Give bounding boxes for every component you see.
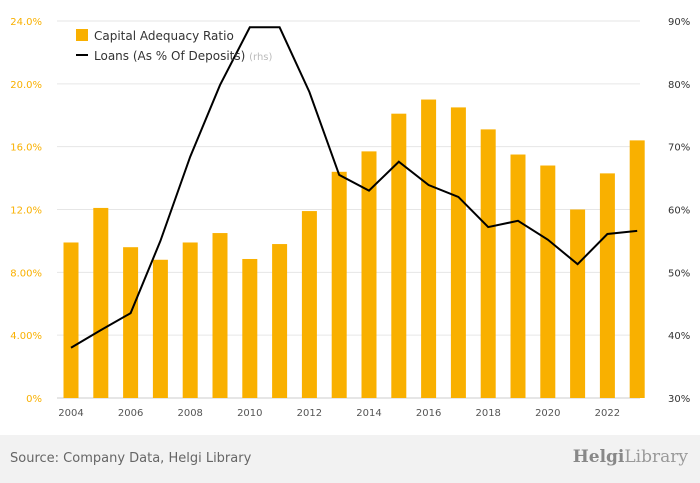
right-tick-label: 60% bbox=[668, 206, 690, 217]
right-tick-label: 50% bbox=[668, 268, 690, 279]
bar-2020[interactable] bbox=[540, 165, 556, 398]
x-tick-label: 2008 bbox=[177, 408, 202, 419]
line-point-2008[interactable] bbox=[188, 155, 192, 159]
bar-2012[interactable] bbox=[301, 211, 317, 398]
bar-2009[interactable] bbox=[212, 233, 228, 398]
x-tick-label: 2016 bbox=[416, 408, 441, 419]
line-point-2012[interactable] bbox=[307, 90, 311, 94]
line-point-2011[interactable] bbox=[278, 25, 282, 29]
right-tick-label: 70% bbox=[668, 143, 690, 154]
loans-line bbox=[70, 26, 638, 349]
x-tick-label: 2004 bbox=[58, 408, 83, 419]
bar-2011[interactable] bbox=[272, 244, 288, 398]
line-point-2017[interactable] bbox=[456, 195, 460, 199]
bar-2008[interactable] bbox=[182, 242, 198, 398]
chart: 0% 4.00% 8.00% 12.0% 16.0% 20.0% 24.0% 30% 40% 50… bbox=[10, 17, 690, 419]
source-text: Source: Company Data, Helgi Library bbox=[10, 451, 252, 466]
x-tick-label: 2018 bbox=[475, 408, 500, 419]
bar-2005[interactable] bbox=[93, 207, 109, 398]
x-tick-label: 2006 bbox=[118, 408, 143, 419]
left-tick-label: 12.0% bbox=[10, 206, 42, 217]
logo-rest: Library bbox=[624, 447, 688, 467]
right-tick-label: 30% bbox=[668, 394, 690, 405]
legend-line-label: Loans (As % Of Deposits) (rhs) bbox=[94, 49, 273, 63]
right-tick-label: 90% bbox=[668, 17, 690, 28]
bar-2007[interactable] bbox=[152, 259, 168, 398]
bar-2019[interactable] bbox=[510, 154, 526, 398]
line-point-2005[interactable] bbox=[99, 328, 103, 332]
bar-2018[interactable] bbox=[480, 129, 496, 398]
line-point-2009[interactable] bbox=[218, 83, 222, 87]
helgi-library-logo[interactable]: HelgiLibrary bbox=[573, 447, 688, 467]
bar-2010[interactable] bbox=[242, 258, 258, 398]
right-tick-label: 40% bbox=[668, 331, 690, 342]
line-point-2006[interactable] bbox=[129, 311, 133, 315]
line-point-2019[interactable] bbox=[516, 219, 520, 223]
line-point-2022[interactable] bbox=[605, 232, 609, 236]
left-tick-label: 16.0% bbox=[10, 143, 42, 154]
bar-2022[interactable] bbox=[599, 173, 615, 398]
left-tick-label: 24.0% bbox=[10, 17, 42, 28]
line-point-2014[interactable] bbox=[367, 189, 371, 193]
bar-2006[interactable] bbox=[123, 247, 139, 398]
x-tick-label: 2022 bbox=[595, 408, 620, 419]
bar-2017[interactable] bbox=[450, 107, 466, 398]
right-tick-label: 80% bbox=[668, 80, 690, 91]
line-point-2021[interactable] bbox=[576, 262, 580, 266]
footer: Source: Company Data, Helgi Library Helg… bbox=[0, 435, 700, 483]
bar-2014[interactable] bbox=[361, 151, 377, 398]
line-point-2016[interactable] bbox=[427, 183, 431, 187]
legend-rhs-note: (rhs) bbox=[249, 52, 272, 63]
logo-bold: Helgi bbox=[572, 447, 625, 467]
line-point-2015[interactable] bbox=[397, 160, 401, 164]
bar-2023[interactable] bbox=[629, 140, 645, 398]
x-tick-label: 2012 bbox=[297, 408, 322, 419]
line-point-2018[interactable] bbox=[486, 225, 490, 229]
line-point-2013[interactable] bbox=[337, 173, 341, 177]
left-tick-label: 20.0% bbox=[10, 80, 42, 91]
x-tick-label: 2010 bbox=[237, 408, 262, 419]
bar-2016[interactable] bbox=[421, 99, 437, 399]
line-point-2004[interactable] bbox=[69, 346, 73, 350]
line-point-2023[interactable] bbox=[635, 229, 639, 233]
x-tick-label: 2020 bbox=[535, 408, 560, 419]
bar-2021[interactable] bbox=[570, 209, 586, 399]
left-tick-label: 0% bbox=[26, 394, 42, 405]
line-point-2020[interactable] bbox=[546, 238, 550, 242]
bar-2013[interactable] bbox=[331, 171, 347, 398]
x-tick-label: 2014 bbox=[356, 408, 381, 419]
legend-bar-swatch bbox=[76, 29, 88, 41]
line-point-2007[interactable] bbox=[158, 239, 162, 243]
line-point-2010[interactable] bbox=[248, 25, 252, 29]
left-tick-label: 8.00% bbox=[10, 268, 42, 279]
bar-2004[interactable] bbox=[63, 242, 79, 398]
legend-bar-label: Capital Adequacy Ratio bbox=[94, 29, 234, 43]
left-tick-label: 4.00% bbox=[10, 331, 42, 342]
bar-2015[interactable] bbox=[391, 113, 407, 398]
